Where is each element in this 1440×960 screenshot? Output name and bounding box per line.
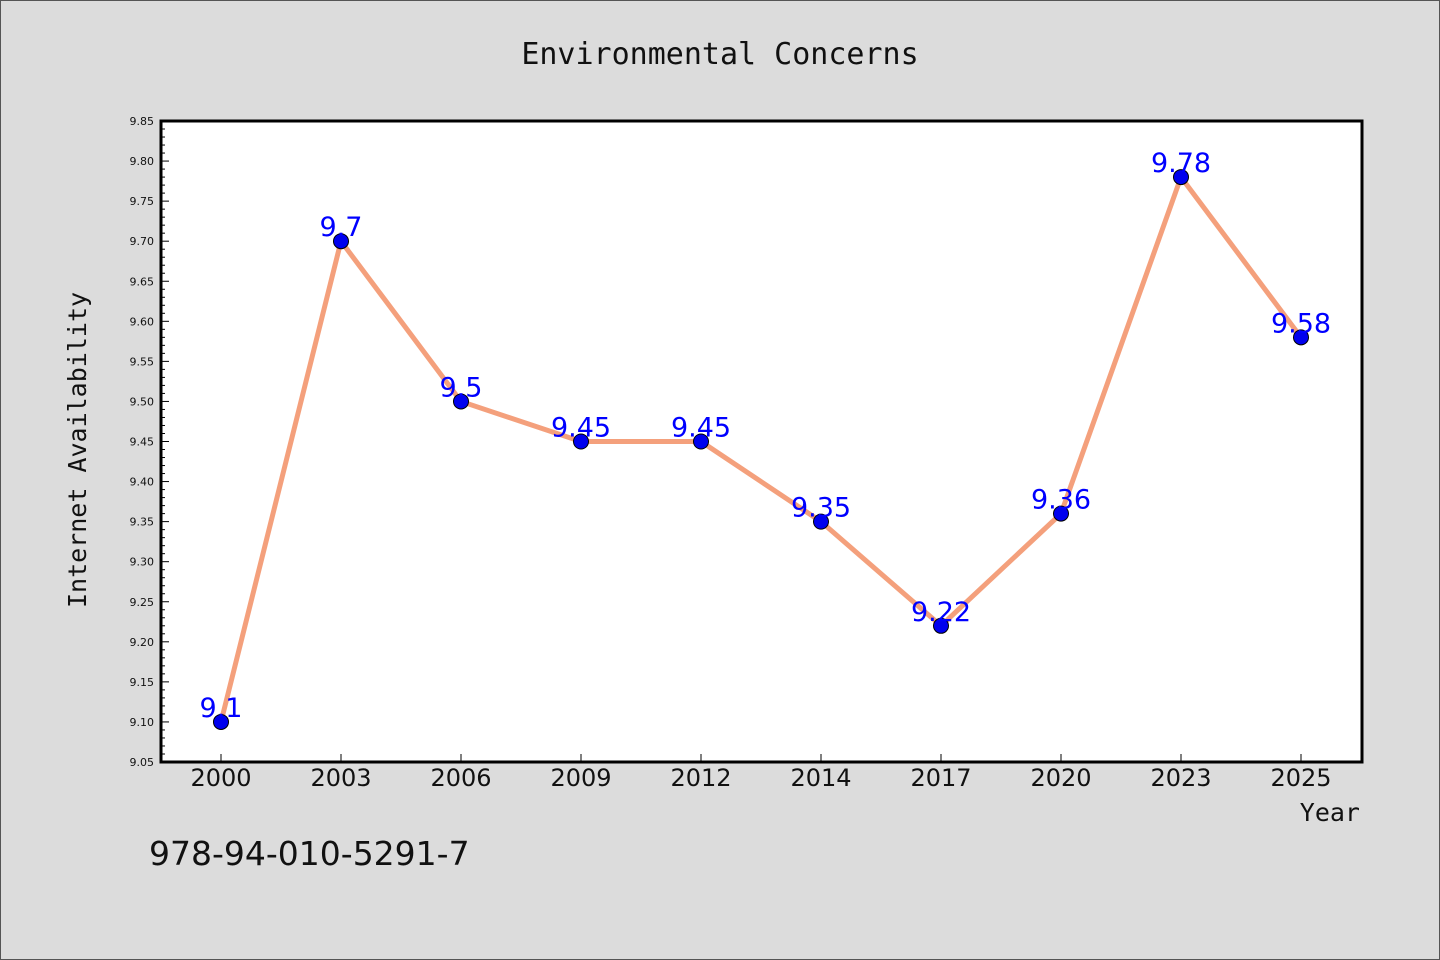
y-tick-label: 9.20 bbox=[130, 636, 155, 649]
data-label: 9.1 bbox=[200, 693, 243, 724]
data-label: 9.5 bbox=[440, 372, 483, 403]
y-tick-label: 9.50 bbox=[130, 395, 155, 408]
data-point bbox=[573, 433, 589, 450]
data-label: 9.78 bbox=[1151, 148, 1211, 179]
x-tick-label: 2006 bbox=[430, 764, 491, 792]
data-label: 9.22 bbox=[911, 597, 971, 628]
y-tick-label: 9.85 bbox=[130, 115, 155, 128]
data-point bbox=[1293, 329, 1309, 346]
x-tick-label: 2023 bbox=[1150, 764, 1211, 792]
data-point bbox=[693, 433, 709, 450]
x-axis-title: Year bbox=[1300, 798, 1360, 827]
data-label: 9.58 bbox=[1271, 308, 1331, 339]
y-axis-title: Internet Availability bbox=[63, 292, 92, 608]
data-label: 9.7 bbox=[320, 212, 363, 243]
y-tick-label: 9.65 bbox=[130, 275, 155, 288]
x-tick-label: 2017 bbox=[910, 764, 971, 792]
data-point bbox=[813, 513, 829, 530]
y-tick-label: 9.55 bbox=[130, 355, 155, 368]
footer-isbn: 978-94-010-5291-7 bbox=[149, 834, 470, 873]
series-group bbox=[213, 169, 1309, 730]
series-line bbox=[218, 174, 1304, 723]
y-tick-label: 9.80 bbox=[130, 155, 155, 168]
x-tick-label: 2009 bbox=[550, 764, 611, 792]
data-point bbox=[333, 233, 349, 250]
data-label: 9.45 bbox=[671, 413, 731, 444]
y-tick-label: 9.25 bbox=[130, 596, 155, 609]
y-tick-label: 9.10 bbox=[130, 716, 155, 729]
data-point bbox=[1173, 169, 1189, 186]
y-tick-label: 9.45 bbox=[130, 436, 155, 449]
x-tick-label: 2000 bbox=[190, 764, 251, 792]
chart-title: Environmental Concerns bbox=[521, 37, 918, 72]
y-tick-label: 9.75 bbox=[130, 195, 155, 208]
y-axis: 9.05 9.10 9.15 9.20 9.25 9.30 9.35 9.40 9.45 9.50… bbox=[130, 115, 169, 769]
data-label: 9.45 bbox=[551, 413, 611, 444]
y-tick-label: 9.30 bbox=[130, 556, 155, 569]
y-tick-label: 9.35 bbox=[130, 516, 155, 529]
y-tick-label: 9.60 bbox=[130, 315, 155, 328]
x-tick-label: 2003 bbox=[310, 764, 371, 792]
data-point bbox=[1053, 505, 1069, 522]
x-tick-label: 2014 bbox=[790, 764, 851, 792]
data-point bbox=[213, 713, 229, 730]
data-point bbox=[933, 617, 949, 634]
data-point bbox=[453, 393, 469, 410]
data-label: 9.35 bbox=[791, 493, 851, 524]
y-tick-label: 9.15 bbox=[130, 676, 155, 689]
y-tick-label: 9.40 bbox=[130, 476, 155, 489]
y-tick-label: 9.05 bbox=[130, 756, 155, 769]
data-labels: 9.1 9.7 9.5 9.45 9.45 9.35 9.22 9.36 9.78 9.58 bbox=[200, 148, 1332, 724]
x-tick-label: 2020 bbox=[1030, 764, 1091, 792]
x-tick-label: 2025 bbox=[1270, 764, 1331, 792]
data-label: 9.36 bbox=[1031, 485, 1091, 516]
x-axis: 2000 2003 2006 2009 2012 2014 2017 2020 2023 2025 bbox=[190, 754, 1332, 792]
x-tick-label: 2012 bbox=[670, 764, 731, 792]
y-tick-label: 9.70 bbox=[130, 235, 155, 248]
